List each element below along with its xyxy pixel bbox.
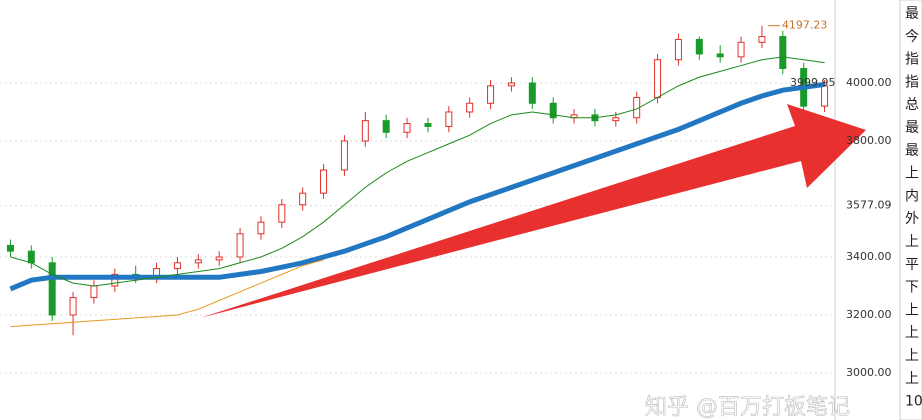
candle-body — [507, 82, 515, 87]
candle-body — [424, 123, 432, 127]
candle-body — [340, 140, 348, 171]
y-tick-label: 3577.09 — [846, 199, 892, 212]
side-label: 指 — [905, 52, 919, 68]
annotation: 4197.23 — [782, 19, 828, 32]
y-tick-label: 3200.00 — [846, 308, 892, 321]
candle-body — [612, 117, 620, 122]
candle-body — [549, 102, 557, 119]
side-label: 下 — [905, 280, 919, 296]
candle-body — [48, 262, 56, 316]
side-panel — [899, 0, 922, 420]
side-label: 10 — [905, 394, 922, 410]
candle-body — [487, 85, 495, 104]
side-label: 上 — [905, 348, 919, 364]
candle-body — [257, 221, 265, 235]
candle-body — [90, 285, 98, 299]
annotation: 3999.95 — [790, 76, 836, 89]
red-arrow — [200, 104, 866, 318]
side-label: 上 — [905, 325, 919, 341]
candle-body — [403, 123, 411, 133]
candle-body — [27, 250, 35, 264]
candle-body — [173, 262, 181, 270]
candle-body — [236, 233, 244, 258]
candle-body — [758, 36, 766, 43]
candle-body — [466, 102, 474, 113]
ma-line — [10, 259, 324, 328]
candle-body — [779, 36, 787, 69]
candle-body — [278, 204, 286, 223]
y-tick-label: 3800.00 — [846, 134, 892, 147]
ma-line — [10, 56, 825, 287]
ma-line — [9, 81, 825, 292]
side-label: 内 — [905, 188, 919, 204]
side-label: 最 — [905, 143, 919, 159]
candle-body — [737, 41, 745, 58]
side-label: 外 — [905, 211, 919, 227]
side-label: 上 — [905, 371, 919, 387]
candle-body — [6, 244, 14, 252]
candle-body — [528, 82, 536, 104]
watermark: 知乎 @百万打板笔记 — [645, 395, 850, 420]
candle-body — [215, 256, 223, 261]
side-label: 上 — [905, 234, 919, 250]
side-label: 平 — [905, 257, 919, 273]
candle-body — [674, 38, 682, 61]
candle-body — [445, 111, 453, 127]
plot — [0, 25, 835, 374]
candle-body — [695, 38, 703, 55]
candle-body — [320, 169, 328, 194]
side-label: 指 — [905, 74, 919, 90]
candle-body — [194, 259, 202, 264]
side-label: 今 — [905, 29, 919, 45]
y-tick-label: 3000.00 — [846, 366, 892, 379]
side-label: 最 — [905, 120, 919, 136]
y-tick-label: 3400.00 — [846, 250, 892, 263]
candle-body — [299, 192, 307, 206]
candle-body — [716, 53, 724, 58]
candle-body — [111, 273, 119, 287]
candle-body — [361, 120, 369, 142]
side-label: 总 — [905, 97, 919, 113]
candle-body — [382, 120, 390, 133]
side-label: 上 — [905, 166, 919, 182]
side-label: 上 — [905, 302, 919, 318]
y-tick-label: 4000.00 — [846, 76, 892, 89]
candle-body — [654, 59, 662, 98]
candle-body — [69, 297, 77, 316]
side-label: 最 — [905, 6, 919, 22]
